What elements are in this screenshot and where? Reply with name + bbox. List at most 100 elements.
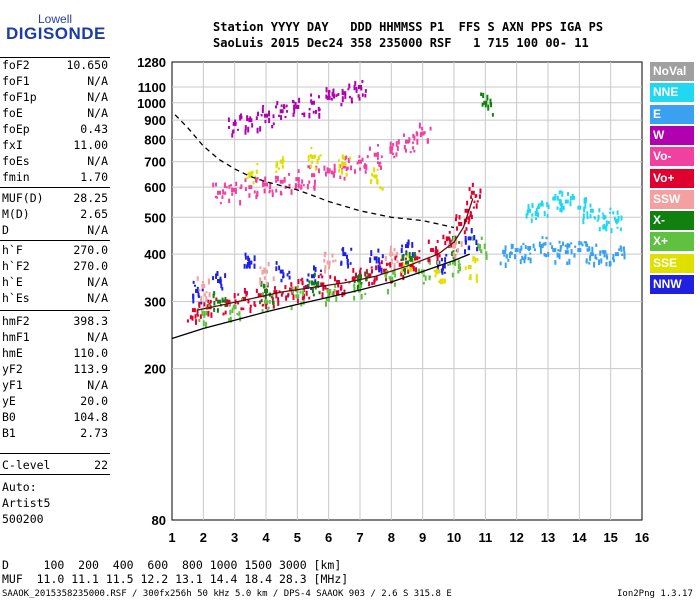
echo-dot <box>275 261 278 265</box>
echo-dot <box>259 279 262 286</box>
echo-dot <box>406 266 409 269</box>
echo-dot <box>337 281 340 288</box>
x-tick-label: 12 <box>509 530 523 545</box>
echo-dot <box>384 255 387 262</box>
echo-dot <box>473 200 476 204</box>
data-point <box>483 100 488 105</box>
echo-dot <box>251 174 254 178</box>
echo-dot <box>583 241 586 244</box>
echo-dot <box>562 205 565 211</box>
echo-dot <box>472 206 475 209</box>
echo-dot <box>583 206 586 213</box>
echo-dot <box>423 131 426 135</box>
echo-dot <box>246 261 249 268</box>
echo-dot <box>227 117 230 123</box>
echo-dot <box>358 281 361 286</box>
echo-dot <box>571 193 574 200</box>
echo-dot <box>280 293 283 297</box>
param-value: 10.650 <box>66 58 108 72</box>
echo-dot <box>301 112 304 116</box>
param-row: MUF(D) 28.25 <box>2 191 108 207</box>
data-point <box>279 269 284 274</box>
data-point <box>373 256 378 261</box>
echo-dot <box>305 285 308 288</box>
echo-dot <box>395 152 398 157</box>
echo-dot <box>286 273 289 277</box>
echo-dot <box>350 165 353 171</box>
echo-dot <box>324 268 327 274</box>
echo-dot <box>261 292 264 297</box>
echo-dot <box>593 261 596 268</box>
echo-dot <box>261 309 264 313</box>
echo-dot <box>393 268 396 275</box>
echo-dot <box>292 112 295 117</box>
echo-dot <box>341 169 344 175</box>
echo-dot <box>376 152 379 158</box>
echo-dot <box>390 245 393 249</box>
echo-dot <box>192 280 195 284</box>
echo-dot <box>392 142 395 147</box>
echo-dot <box>366 155 369 159</box>
echo-dot <box>282 272 285 277</box>
echo-dot <box>231 130 234 134</box>
echo-dot <box>365 276 368 282</box>
data-point <box>436 269 441 274</box>
legend-item: NNE <box>650 83 694 103</box>
echo-dot <box>201 288 204 292</box>
x-tick-label: 8 <box>388 530 395 545</box>
echo-dot <box>454 240 457 246</box>
echo-dot <box>241 297 244 301</box>
data-point <box>217 299 221 304</box>
echo-dot <box>262 181 265 187</box>
echo-dot <box>249 116 252 122</box>
echo-dot <box>471 182 474 188</box>
echo-dot <box>277 300 280 306</box>
echo-dot <box>418 256 421 259</box>
y-tick-label: 80 <box>152 513 166 528</box>
param-name: foEs <box>2 154 30 168</box>
param-name: yF2 <box>2 362 23 376</box>
echo-dot <box>510 243 513 250</box>
data-point <box>232 187 237 192</box>
echo-dot <box>478 194 481 199</box>
echo-dot <box>373 167 376 173</box>
echo-dot <box>434 274 437 278</box>
echo-dot <box>378 262 381 265</box>
param-row: hmF1 N/A <box>2 330 108 346</box>
echo-dot <box>468 276 471 280</box>
param-name: foE <box>2 106 23 120</box>
x-tick-label: 9 <box>419 530 426 545</box>
echo-dot <box>229 316 232 323</box>
echo-dot <box>366 271 369 275</box>
echo-dot <box>255 169 258 175</box>
echo-dot <box>408 137 411 143</box>
data-point <box>552 248 557 253</box>
echo-dot <box>244 125 247 131</box>
echo-dot <box>424 275 427 281</box>
echo-dot <box>223 182 226 188</box>
echo-dot <box>591 246 594 253</box>
echo-dot <box>354 81 357 86</box>
x-tick-label: 15 <box>603 530 617 545</box>
echo-dot <box>221 297 224 303</box>
x-tick-label: 1 <box>168 530 175 545</box>
echo-dot <box>585 197 588 203</box>
echo-dot <box>439 278 442 285</box>
echo-dot <box>267 261 270 267</box>
echo-dot <box>605 225 608 232</box>
x-tick-label: 16 <box>635 530 649 545</box>
echo-dot <box>271 297 274 303</box>
param-name: M(D) <box>2 207 30 221</box>
echo-dot <box>256 163 259 166</box>
param-value: 0.43 <box>80 122 108 136</box>
data-point <box>514 248 519 253</box>
param-name: hmE <box>2 346 23 360</box>
echo-dot <box>358 290 361 293</box>
echo-dot <box>284 115 287 119</box>
echo-dot <box>484 104 487 108</box>
data-point <box>342 252 347 257</box>
echo-dot <box>186 319 189 323</box>
data-point <box>289 287 294 292</box>
echo-dot <box>302 289 305 293</box>
echo-dot <box>608 260 611 267</box>
